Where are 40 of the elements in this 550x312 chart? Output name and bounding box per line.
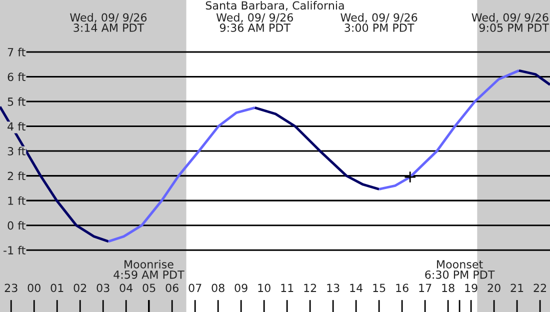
x-tick-label: 05	[142, 284, 156, 292]
annotation: Wed, 09/ 9/26 9:36 AM PDT	[216, 13, 294, 32]
annotation: Wed, 09/ 9/26 3:14 AM PDT	[70, 13, 147, 32]
y-tick-label: 6 ft	[8, 72, 26, 82]
x-tick-label: 10	[258, 284, 270, 292]
annotation: Moonset 6:30 PM PDT	[425, 260, 495, 279]
x-tick-label: 03	[96, 284, 110, 292]
x-tick-label: 12	[304, 284, 316, 292]
x-tick-label: 02	[74, 284, 86, 292]
x-tick-label: 04	[120, 284, 133, 292]
x-tick-label: 16	[396, 284, 408, 292]
x-tick-label: 18	[442, 284, 454, 292]
x-tick-label: 08	[212, 284, 224, 292]
y-tick-label: 3 ft	[8, 146, 26, 156]
x-tick-label: 13	[327, 284, 340, 292]
y-tick-label: 1 ft	[8, 196, 26, 205]
y-tick-label: 0 ft	[8, 221, 26, 230]
x-tick-label: 00	[28, 284, 40, 292]
x-tick-label: 20	[488, 284, 500, 292]
y-tick-label: 7 ft	[8, 48, 26, 56]
y-tick-label: 2 ft	[8, 172, 26, 180]
x-tick-label: 11	[281, 284, 294, 292]
x-tick-label: 09	[234, 284, 248, 292]
x-tick-label: 23	[4, 284, 18, 292]
x-tick-label: 07	[188, 284, 202, 292]
x-tick-label: 19	[465, 284, 478, 292]
x-tick-label: 06	[166, 284, 178, 292]
x-tick-label: 15	[373, 284, 386, 292]
x-tick-label: 14	[350, 284, 363, 292]
x-tick-label: 21	[510, 284, 524, 292]
annotation: Moonrise 4:59 AM PDT	[114, 260, 184, 279]
y-tick-label: 4 ft	[8, 122, 26, 131]
y-tick-label: 5 ft	[8, 97, 26, 106]
x-tick-label: 22	[534, 284, 546, 292]
y-tick-label: -1 ft	[4, 246, 26, 254]
chart-title: Santa Barbara, California	[206, 1, 344, 11]
annotation: Wed, 09/ 9/26 9:05 PM PDT	[472, 13, 550, 32]
x-tick-label: 17	[419, 284, 432, 292]
x-tick-label: 01	[50, 284, 64, 292]
annotation: Wed, 09/ 9/26 3:00 PM PDT	[340, 13, 418, 32]
